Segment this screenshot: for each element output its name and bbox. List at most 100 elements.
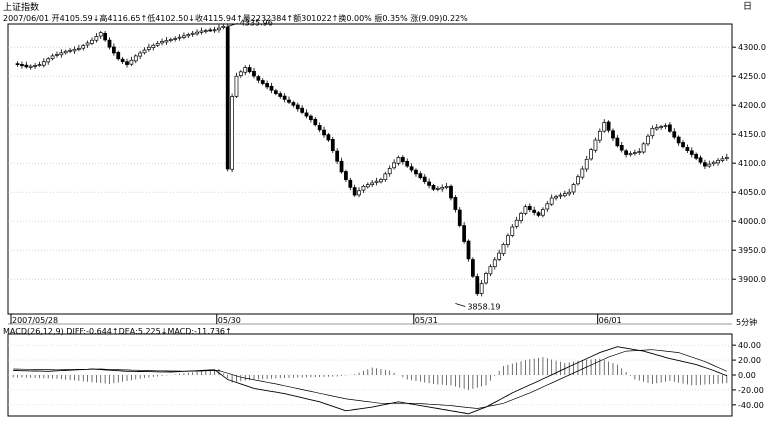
candle-body [422,176,427,182]
candle-body [125,61,129,65]
candle-body [514,219,519,227]
candle-body [414,169,418,175]
candle-body [339,160,344,173]
candle-body [676,136,681,144]
candle-body [63,50,68,54]
candle-body [523,206,528,214]
candle-body [195,31,199,35]
candle-body [98,32,103,37]
candle-body [453,197,458,210]
candle-body [449,185,453,199]
candle-body [567,191,572,195]
candle-body [619,145,624,151]
macd-axis-label: -20.00 [738,386,764,395]
candle-body [510,226,515,236]
candle-body [269,85,274,91]
macd-axis-label: 0.00 [738,371,756,380]
price-axis-label: 4200.0 [738,101,766,110]
candle-body [103,32,108,41]
candle-body [418,173,423,179]
candle-body [457,209,462,226]
candle-body [597,130,602,141]
candle-body [72,48,77,52]
candle-body [177,36,182,39]
price-annotation-leader [227,22,238,27]
price-annotation-label: 4335.96 [240,18,273,27]
candle-body [230,96,234,170]
date-axis-label: 05/31 [415,316,438,325]
candle-body [247,67,252,73]
candle-body [260,80,265,84]
candle-body [212,29,217,32]
candle-body [479,283,484,294]
macd-histogram [12,357,728,390]
candle-body [584,158,589,170]
dea-line [13,349,727,409]
candle-body [282,95,287,100]
candle-body [602,122,607,132]
candle-body [400,157,405,163]
candle-body [46,58,51,63]
price-axis-label: 3950.0 [738,246,766,255]
candle-body [484,273,488,284]
candle-body [711,161,716,165]
candle-body [41,61,46,66]
candle-body [668,124,672,132]
price-panel-frame [7,23,733,315]
candle-body [536,212,541,216]
candle-body [133,55,138,62]
candle-body [444,186,449,188]
candle-body [291,102,296,106]
candle-body [160,41,164,44]
candle-body [672,131,677,138]
period-icon[interactable]: 日 [743,2,753,12]
candle-body [107,39,112,48]
candle-body [527,205,532,210]
candle-body [203,30,208,32]
candle-body [387,168,392,175]
candle-body [208,29,213,32]
candle-body [650,128,655,137]
candle-body [707,163,712,167]
candle-body [632,152,637,154]
date-axis-label: 2007/05/28 [12,316,58,325]
candle-body [615,137,620,147]
candle-body [151,44,156,48]
candle-body [348,179,353,188]
candle-body [532,209,537,213]
candle-body [519,213,523,222]
candle-body [365,184,370,188]
candle-body [545,203,550,210]
candle-body [55,54,59,56]
date-axis-label: 05/30 [218,316,241,325]
price-axis-label: 4150.0 [738,130,766,139]
candle-body [724,157,729,159]
candle-body [217,27,221,31]
candle-body [593,139,598,151]
period-label[interactable]: 5分钟 [736,318,758,327]
price-axis-label: 4100.0 [738,159,766,168]
candle-body [409,166,414,171]
candle-body [435,187,440,190]
chart-title: 上证指数 [3,3,40,13]
candle-body [243,67,248,73]
candle-body [562,193,567,197]
price-annotation-leader [455,303,466,307]
candle-body [685,147,690,151]
candle-body [225,26,230,170]
candle-body [221,25,226,28]
macd-axis-label: 20.00 [738,356,761,365]
candle-body [611,130,615,139]
candle-body [654,127,659,130]
candle-body [659,126,664,128]
candle-body [326,134,331,141]
candle-body [606,121,611,131]
candle-body [471,259,475,277]
candle-body [554,196,558,199]
candle-body [628,153,633,156]
candle-body [24,64,29,68]
candle-body [641,143,646,153]
candle-body [317,125,322,131]
price-axis-label: 4250.0 [738,72,766,81]
